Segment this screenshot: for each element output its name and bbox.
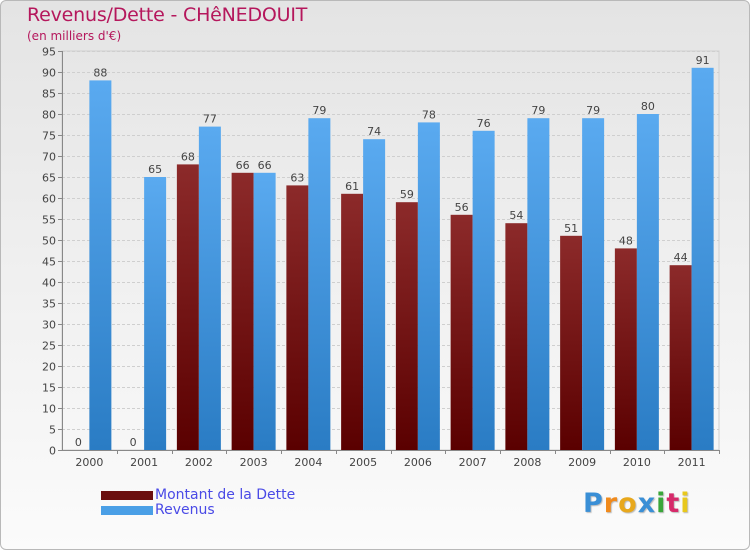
data-label-dette: 0 (75, 436, 82, 449)
bar-revenus (691, 67, 714, 451)
data-label-dette: 66 (236, 159, 250, 172)
logo-letter: P (583, 488, 604, 519)
y-tick-label: 40 (42, 277, 56, 290)
bar-revenus (527, 118, 550, 450)
data-label-revenus: 65 (148, 163, 162, 176)
y-tick-label: 85 (42, 88, 56, 101)
legend-swatch-dette (101, 491, 153, 500)
data-label-revenus: 88 (93, 66, 107, 79)
bars: 0 88 0 65 68 77 66 66 63 79 61 74 59 78 56 76 54 79 51 79 48… (75, 54, 714, 451)
logo-letter: i (680, 488, 691, 519)
bar-revenus (417, 122, 440, 451)
y-tick-label: 70 (42, 151, 56, 164)
y-tick-label: 25 (42, 340, 56, 353)
bar-dette (395, 202, 418, 450)
y-tick-label: 55 (42, 214, 56, 227)
x-tick-label: 2006 (404, 456, 432, 469)
data-label-dette: 56 (455, 201, 469, 214)
data-label-dette: 44 (674, 251, 688, 264)
y-tick-label: 5 (49, 424, 56, 437)
x-tick-label: 2005 (349, 456, 377, 469)
bar-dette (669, 265, 692, 450)
y-tick-label: 95 (42, 46, 56, 59)
chart-title: Revenus/Dette - CHêNEDOUIT (27, 4, 308, 26)
bar-dette (176, 164, 199, 450)
y-tick-label: 15 (42, 382, 56, 395)
legend-label-dette: Montant de la Dette (155, 487, 296, 503)
data-label-revenus: 91 (696, 54, 710, 67)
y-tick-label: 50 (42, 235, 56, 248)
x-tick-label: 2003 (240, 456, 268, 469)
bar-dette (505, 223, 528, 450)
bar-revenus (198, 126, 221, 450)
x-tick-label: 2011 (678, 456, 706, 469)
y-tick-label: 65 (42, 172, 56, 185)
bar-revenus (308, 118, 331, 450)
y-tick-label: 75 (42, 130, 56, 143)
x-tick-label: 2000 (75, 456, 103, 469)
logo-letter: i (656, 488, 667, 519)
bar-revenus (253, 172, 276, 451)
y-tick-label: 35 (42, 298, 56, 311)
data-label-revenus: 77 (203, 113, 217, 126)
data-label-dette: 51 (564, 222, 578, 235)
proxiti-logo: Proxiti (583, 488, 691, 519)
x-tick-label: 2010 (623, 456, 651, 469)
logo-letter: t (666, 488, 681, 519)
x-axis: 2000 2001 2002 2003 2004 2005 2006 2007 2008 2009… (75, 450, 720, 469)
data-label-revenus: 80 (641, 100, 655, 113)
x-tick-label: 2002 (185, 456, 213, 469)
bar-revenus (472, 130, 495, 451)
data-label-revenus: 74 (367, 125, 381, 138)
data-label-dette: 48 (619, 234, 633, 247)
bar-revenus (636, 114, 659, 450)
data-label-revenus: 79 (531, 104, 545, 117)
data-label-revenus: 79 (312, 104, 326, 117)
y-tick-label: 80 (42, 109, 56, 122)
bar-revenus (582, 118, 605, 450)
bar-revenus (144, 177, 167, 450)
y-tick-label: 45 (42, 256, 56, 269)
bar-revenus (363, 139, 386, 450)
y-axis: 0 5 10 15 20 25 30 35 40 45 50 55 60 65 70 75 80 85 90 95 (42, 46, 63, 458)
x-tick-label: 2001 (130, 456, 158, 469)
legend-label-revenus: Revenus (155, 502, 215, 518)
logo-letter: o (618, 488, 638, 519)
bar-dette (450, 214, 473, 450)
data-label-dette: 59 (400, 188, 414, 201)
data-label-dette: 68 (181, 150, 195, 163)
logo-letter: x (637, 488, 657, 519)
x-tick-label: 2008 (513, 456, 541, 469)
logo-letter: r (603, 488, 619, 519)
x-tick-label: 2009 (568, 456, 596, 469)
legend-swatch-revenus (101, 506, 153, 515)
data-label-dette: 54 (509, 209, 523, 222)
grid-lines (61, 50, 720, 451)
data-label-revenus: 78 (422, 108, 436, 121)
y-tick-label: 10 (42, 403, 56, 416)
data-label-dette: 61 (345, 180, 359, 193)
data-label-revenus: 76 (477, 117, 491, 130)
data-label-revenus: 79 (586, 104, 600, 117)
chart-subtitle: (en milliers d'€) (27, 29, 122, 43)
bar-revenus (89, 80, 112, 451)
bar-dette (231, 172, 254, 451)
y-tick-label: 30 (42, 319, 56, 332)
data-label-dette: 63 (290, 171, 304, 184)
bar-dette (560, 235, 583, 450)
y-tick-label: 90 (42, 67, 56, 80)
bar-dette (614, 248, 637, 450)
y-tick-label: 60 (42, 193, 56, 206)
y-tick-label: 20 (42, 361, 56, 374)
data-label-revenus: 66 (258, 159, 272, 172)
bar-dette (286, 185, 309, 450)
bar-dette (341, 193, 364, 451)
x-tick-label: 2007 (459, 456, 487, 469)
y-tick-label: 0 (49, 445, 56, 458)
x-tick-label: 2004 (294, 456, 322, 469)
data-label-dette: 0 (130, 436, 137, 449)
